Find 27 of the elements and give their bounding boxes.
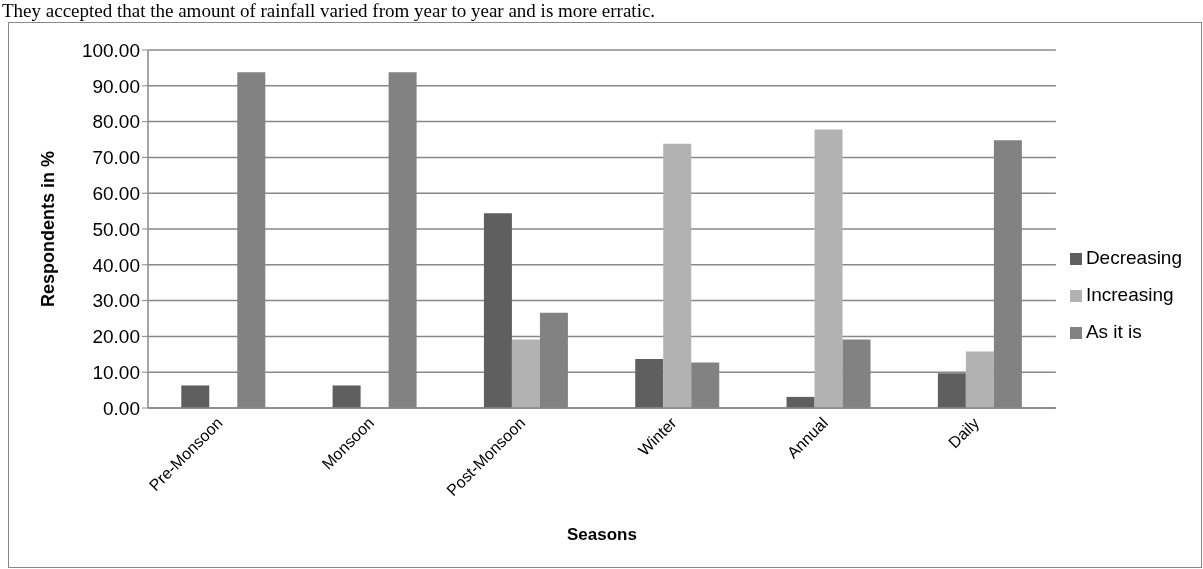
bar [635, 358, 664, 408]
bar [937, 373, 966, 408]
y-tick-label: 40.00 [92, 254, 140, 276]
bar [511, 339, 540, 408]
y-tick-label: 60.00 [92, 182, 140, 204]
legend-label: As it is [1085, 320, 1142, 342]
text: They accepted that the amount of rainfall varied from year to year and is more erratic. [2, 0, 656, 21]
bar [332, 385, 361, 408]
y-tick-label: 100.00 [81, 39, 140, 61]
y-tick-label: 90.00 [92, 75, 140, 97]
bar [663, 143, 692, 408]
bar [483, 213, 512, 408]
bar [181, 385, 210, 408]
y-tick-label: 10.00 [92, 361, 140, 383]
bar [814, 129, 843, 408]
y-axis-title: Respondents in % [38, 150, 59, 308]
x-axis-title: Seasons [566, 525, 637, 544]
bar [786, 396, 815, 408]
y-tick-label: 50.00 [92, 218, 140, 240]
y-tick-label: 20.00 [92, 326, 140, 348]
legend-label: Increasing [1085, 283, 1174, 305]
y-tick-label: 0.00 [103, 397, 140, 419]
y-tick-label: 70.00 [92, 147, 140, 169]
bar [965, 351, 994, 408]
legend-label: Decreasing [1085, 246, 1182, 268]
y-tick-label: 30.00 [92, 290, 140, 312]
y-tick-label: 80.00 [92, 111, 140, 133]
